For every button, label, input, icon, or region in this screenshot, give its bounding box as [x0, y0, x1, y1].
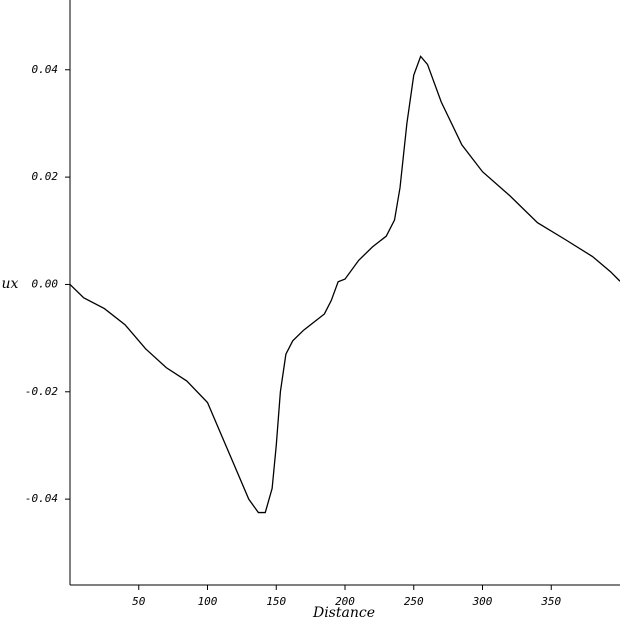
- y-axis-label: ux: [2, 276, 19, 292]
- x-tick-label: 300: [472, 595, 493, 608]
- x-tick-label: 50: [132, 595, 146, 608]
- y-tick-label: 0.02: [32, 170, 59, 183]
- x-tick-label: 350: [540, 595, 561, 608]
- y-tick-label: -0.04: [25, 492, 58, 505]
- x-tick-label: 250: [404, 595, 424, 608]
- x-axis-label: Distance: [312, 605, 375, 619]
- y-tick-label: 0.00: [32, 277, 59, 290]
- x-tick-label: 150: [266, 595, 286, 608]
- y-tick-label: 0.04: [32, 63, 59, 76]
- x-tick-label: 100: [198, 595, 218, 608]
- y-tick-label: -0.02: [25, 385, 58, 398]
- data-line: [69, 55, 620, 514]
- x-tick-label: 200: [335, 595, 355, 608]
